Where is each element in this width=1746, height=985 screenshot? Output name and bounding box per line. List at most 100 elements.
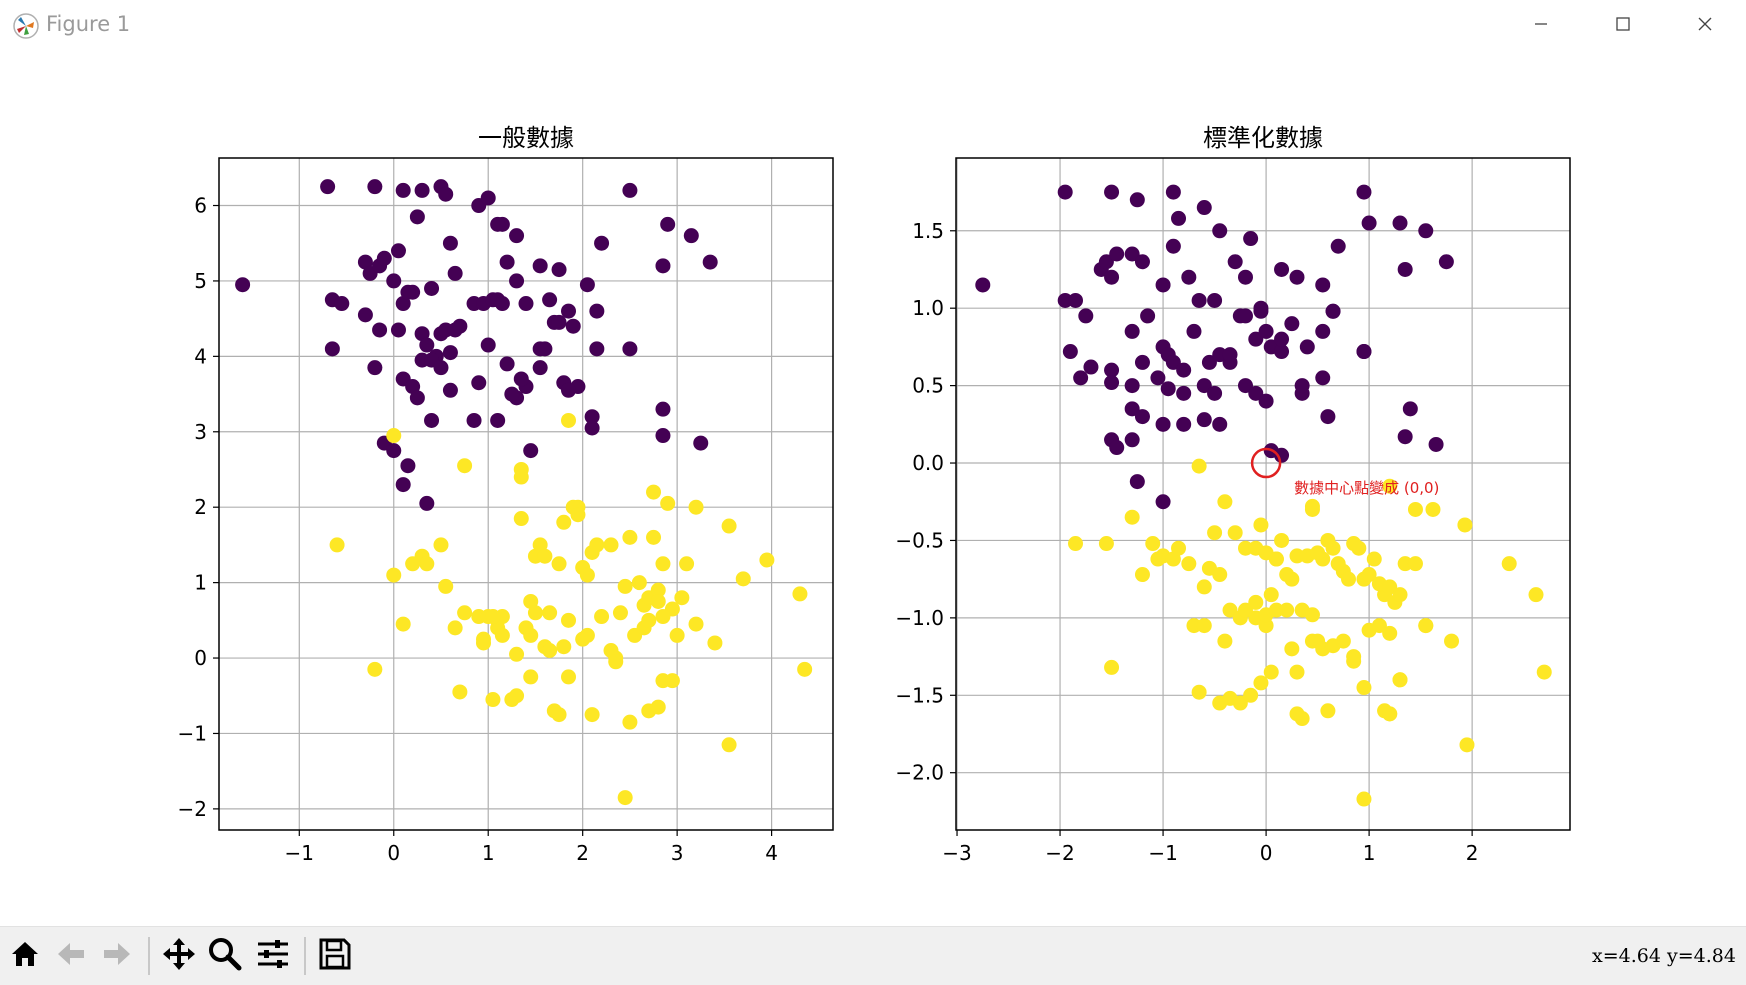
data-point xyxy=(1248,594,1264,610)
pan-button[interactable] xyxy=(158,935,200,977)
data-point xyxy=(480,190,496,206)
y-tick-label: 2 xyxy=(194,495,207,519)
data-point xyxy=(1165,238,1181,254)
data-point xyxy=(1104,375,1120,391)
data-point xyxy=(1428,436,1444,452)
data-point xyxy=(1191,458,1207,474)
y-tick-label: −2.0 xyxy=(895,761,944,785)
data-point xyxy=(641,612,657,628)
window-title: Figure 1 xyxy=(46,12,131,36)
data-point xyxy=(475,635,491,651)
forward-button[interactable] xyxy=(96,935,138,977)
minimize-button[interactable] xyxy=(1500,0,1582,52)
save-button[interactable] xyxy=(314,935,356,977)
back-button[interactable] xyxy=(50,935,92,977)
data-point xyxy=(551,556,567,572)
data-point xyxy=(1392,587,1408,603)
data-point xyxy=(1134,409,1150,425)
data-point xyxy=(485,609,501,625)
data-point xyxy=(395,477,411,493)
data-point xyxy=(1253,303,1269,319)
data-point xyxy=(579,277,595,293)
data-point xyxy=(622,182,638,198)
data-point xyxy=(622,529,638,545)
data-point xyxy=(1098,536,1114,552)
data-point xyxy=(561,669,577,685)
data-point xyxy=(1124,323,1140,339)
data-point xyxy=(1232,695,1248,711)
y-tick-label: 1.5 xyxy=(912,219,944,243)
maximize-button[interactable] xyxy=(1582,0,1664,52)
data-point xyxy=(1140,308,1156,324)
data-point xyxy=(1124,378,1140,394)
data-point xyxy=(1253,517,1269,533)
data-point xyxy=(1501,556,1517,572)
data-point xyxy=(1129,192,1145,208)
data-point xyxy=(551,262,567,278)
data-point xyxy=(1186,323,1202,339)
data-point xyxy=(1438,254,1454,270)
data-point xyxy=(655,556,671,572)
data-point xyxy=(1325,303,1341,319)
data-point xyxy=(532,360,548,376)
data-point xyxy=(721,737,737,753)
data-point xyxy=(1186,618,1202,634)
data-point xyxy=(1207,292,1223,308)
data-point xyxy=(424,280,440,296)
data-point xyxy=(660,216,676,232)
navigation-toolbar: x=4.64 y=4.84 xyxy=(0,926,1746,985)
chart-1: −1 0 1 2 3 4 −2 −1 0 1 2 3 4 5 6 一般數據 xyxy=(178,124,834,865)
zoom-button[interactable] xyxy=(204,935,246,977)
data-point xyxy=(494,296,510,312)
data-point xyxy=(584,420,600,436)
data-point xyxy=(1274,331,1290,347)
data-point xyxy=(447,265,463,281)
data-point xyxy=(409,390,425,406)
data-point xyxy=(589,341,605,357)
configure-subplots-button[interactable] xyxy=(252,935,294,977)
x-tick-label: 4 xyxy=(765,841,778,865)
data-point xyxy=(1263,664,1279,680)
data-point xyxy=(1207,385,1223,401)
data-point xyxy=(1356,791,1372,807)
data-point xyxy=(523,593,539,609)
data-point xyxy=(594,609,610,625)
data-point xyxy=(646,529,662,545)
y-tick-label: −2 xyxy=(178,797,207,821)
data-point xyxy=(1068,536,1084,552)
data-point xyxy=(1196,378,1212,394)
data-point xyxy=(1258,618,1274,634)
data-point xyxy=(1057,292,1073,308)
y-tick-label: −0.5 xyxy=(895,528,944,552)
y-tick-label: 4 xyxy=(194,344,207,368)
data-point xyxy=(485,692,501,708)
data-point xyxy=(622,341,638,357)
data-point xyxy=(1528,587,1544,603)
data-point xyxy=(1330,556,1346,572)
data-point xyxy=(513,511,529,527)
data-point xyxy=(556,639,572,655)
cursor-coordinates: x=4.64 y=4.84 xyxy=(1592,945,1736,967)
data-point xyxy=(386,273,402,289)
figure-canvas[interactable]: −1 0 1 2 3 4 −2 −1 0 1 2 3 4 5 6 一般數據 −3 −2 −1 0 1 2 −2.0 −1.5−… xyxy=(0,52,1746,926)
data-point xyxy=(1104,659,1120,675)
data-point xyxy=(1382,478,1398,494)
data-point xyxy=(1217,494,1233,510)
home-icon xyxy=(8,937,42,975)
chart-title: 一般數據 xyxy=(478,124,574,152)
data-point xyxy=(1392,215,1408,231)
data-point xyxy=(664,673,680,689)
data-point xyxy=(1457,517,1473,533)
close-button[interactable] xyxy=(1664,0,1746,52)
data-point xyxy=(1402,401,1418,417)
data-point xyxy=(1397,429,1413,445)
y-tick-label: −1.0 xyxy=(895,606,944,630)
data-point xyxy=(1083,359,1099,375)
x-tick-label: −2 xyxy=(1045,841,1074,865)
data-point xyxy=(471,375,487,391)
data-point xyxy=(457,458,473,474)
data-point xyxy=(1104,269,1120,285)
home-button[interactable] xyxy=(4,935,46,977)
y-tick-label: 0.5 xyxy=(912,374,944,398)
x-tick-label: −1 xyxy=(1148,841,1177,865)
